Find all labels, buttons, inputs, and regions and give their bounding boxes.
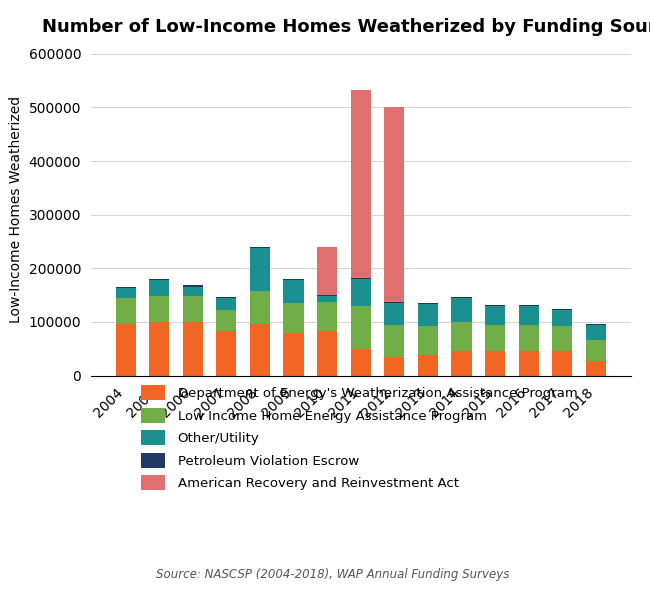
Bar: [250, 323, 270, 376]
Bar: [384, 357, 404, 376]
Bar: [418, 304, 438, 326]
Bar: [519, 351, 539, 376]
Text: Source: NASCSP (2004-2018), WAP Annual Funding Surveys: Source: NASCSP (2004-2018), WAP Annual F…: [156, 568, 509, 581]
Bar: [317, 247, 337, 295]
Bar: [183, 322, 203, 376]
Bar: [552, 310, 573, 326]
Bar: [452, 297, 472, 298]
Bar: [149, 279, 169, 280]
Bar: [350, 279, 371, 306]
Bar: [317, 296, 337, 302]
Bar: [552, 326, 573, 351]
Bar: [116, 298, 136, 323]
Bar: [350, 278, 371, 279]
Bar: [250, 291, 270, 323]
Bar: [116, 323, 136, 376]
Bar: [350, 91, 371, 278]
Bar: [283, 279, 304, 280]
Bar: [384, 303, 404, 325]
Bar: [418, 326, 438, 355]
Bar: [586, 325, 606, 340]
Bar: [350, 306, 371, 349]
Bar: [384, 302, 404, 303]
Bar: [283, 280, 304, 303]
Bar: [384, 325, 404, 357]
Bar: [418, 303, 438, 304]
Bar: [519, 325, 539, 351]
Bar: [216, 297, 237, 298]
Bar: [283, 303, 304, 333]
Bar: [519, 306, 539, 325]
Bar: [250, 248, 270, 291]
Bar: [317, 295, 337, 296]
Bar: [183, 286, 203, 296]
Bar: [418, 355, 438, 376]
Bar: [519, 305, 539, 306]
Title: Number of Low-Income Homes Weatherized by Funding Source: Number of Low-Income Homes Weatherized b…: [42, 18, 650, 36]
Bar: [149, 296, 169, 322]
Bar: [384, 107, 404, 302]
Bar: [216, 298, 237, 310]
Bar: [485, 325, 505, 351]
Bar: [552, 309, 573, 310]
Bar: [485, 351, 505, 376]
Bar: [183, 296, 203, 322]
Bar: [586, 324, 606, 325]
Bar: [586, 340, 606, 360]
Bar: [116, 288, 136, 298]
Bar: [283, 333, 304, 376]
Bar: [317, 302, 337, 331]
Bar: [452, 298, 472, 322]
Bar: [586, 360, 606, 376]
Bar: [485, 305, 505, 306]
Bar: [116, 287, 136, 288]
Bar: [317, 331, 337, 376]
Bar: [216, 331, 237, 376]
Bar: [485, 306, 505, 325]
Bar: [552, 351, 573, 376]
Bar: [183, 285, 203, 286]
Legend: Department of Energy's Weatherization Assistance Program, Low Income Home Energy: Department of Energy's Weatherization As…: [141, 385, 577, 490]
Bar: [216, 310, 237, 331]
Y-axis label: Low-Income Homes Weatherized: Low-Income Homes Weatherized: [9, 95, 23, 323]
Bar: [452, 351, 472, 376]
Bar: [350, 349, 371, 376]
Bar: [149, 322, 169, 376]
Bar: [452, 322, 472, 351]
Bar: [149, 280, 169, 296]
